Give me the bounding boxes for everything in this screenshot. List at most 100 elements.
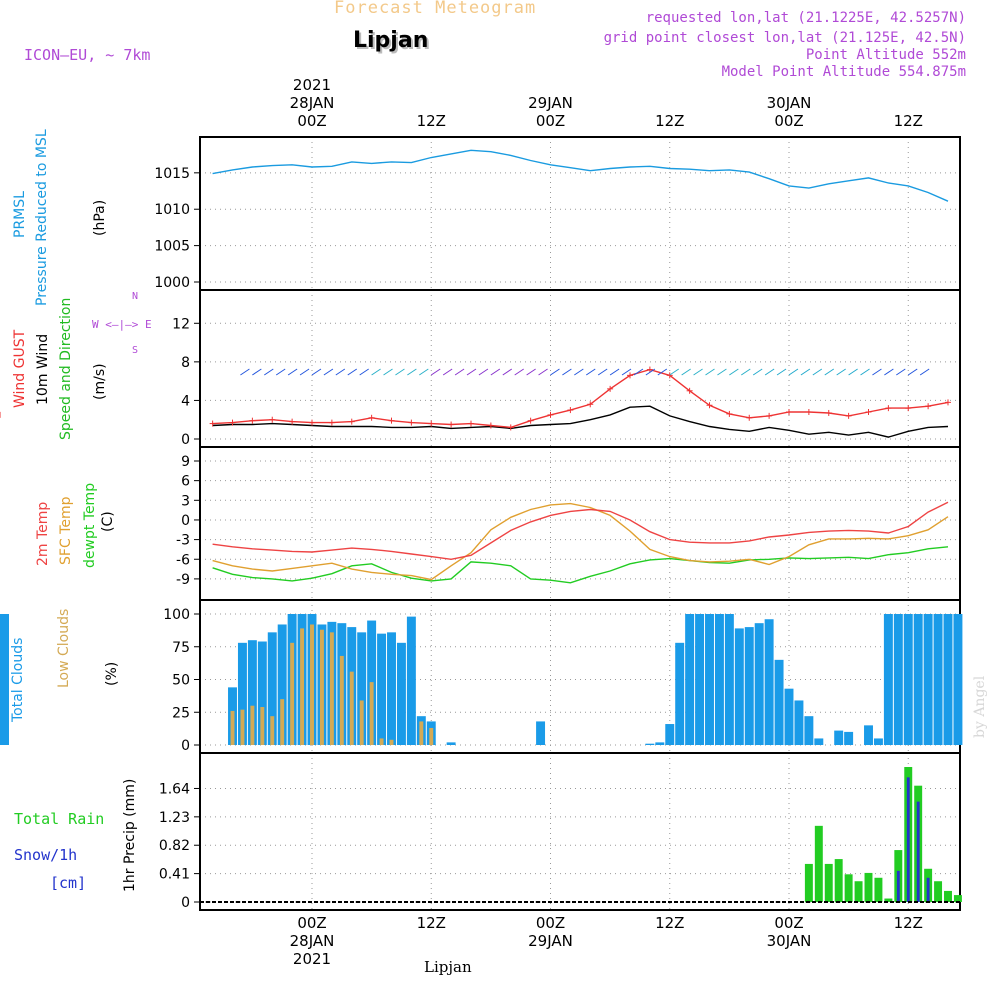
wind-direction-arrow — [538, 368, 548, 376]
total-cloud-bar — [685, 614, 695, 745]
wind-direction-arrow — [263, 368, 274, 376]
low-cloud-bar — [270, 716, 275, 745]
rain-bar — [834, 859, 843, 902]
y-tick-label: 6 — [181, 474, 190, 490]
rain-bar — [824, 863, 833, 902]
total-cloud-bar — [774, 659, 784, 745]
total-cloud-bar — [237, 642, 247, 745]
total-cloud-bar — [844, 731, 854, 745]
wind-direction-arrow — [430, 368, 441, 376]
hour-label: 00Z — [774, 112, 804, 130]
hour-label: 00Z — [535, 914, 566, 932]
wind-direction-arrow — [275, 368, 286, 376]
low-cloud-bar — [379, 738, 384, 745]
y-tick-label: 1005 — [154, 239, 190, 255]
snow-legend: Snow/1h — [14, 846, 78, 864]
total-cloud-bar — [933, 614, 943, 745]
wind-direction-arrow — [788, 368, 799, 376]
wind-direction-arrow — [764, 368, 775, 376]
wind-direction-arrow — [836, 368, 846, 376]
rain-bar — [854, 881, 863, 902]
rain-bar — [944, 890, 952, 902]
day-label: 28JAN — [289, 932, 335, 950]
wind-direction-arrow — [633, 368, 644, 376]
hour-label: 12Z — [893, 112, 923, 130]
total-cloud-bar — [645, 743, 655, 745]
wind-direction-arrow — [872, 368, 882, 376]
day-label: 30JAN — [766, 94, 812, 112]
wind-direction-arrow — [705, 368, 715, 376]
wind-direction-arrow — [419, 368, 429, 376]
snow-bar — [916, 801, 920, 902]
snow-bar — [926, 877, 930, 902]
dewpoint-line — [212, 546, 949, 584]
hour-label: 00Z — [297, 112, 327, 130]
total-cloud-bar — [913, 614, 923, 745]
y-tick-label: 3 — [181, 493, 190, 509]
rain-bar — [874, 877, 883, 902]
low-cloud-bar — [280, 699, 285, 745]
wind-direction-arrow — [848, 368, 858, 376]
total-cloud-bar — [784, 688, 794, 745]
day-label: 30JAN — [766, 932, 812, 950]
wind-direction-arrow — [800, 368, 811, 376]
y-tick-label: 50 — [172, 673, 190, 689]
y-tick-label: 0.82 — [159, 838, 190, 854]
total-cloud-bar — [814, 738, 824, 745]
wind-direction-arrow — [824, 368, 835, 376]
low-cloud-bar — [240, 709, 245, 745]
y-tick-label: -6 — [176, 552, 190, 568]
wind-direction-arrow — [502, 368, 513, 376]
rain-bar — [844, 874, 853, 902]
low-cloud-bar — [339, 655, 344, 745]
total-cloud-bar — [406, 616, 416, 745]
wind-direction-arrow — [729, 368, 739, 376]
y-tick-label: -9 — [176, 572, 190, 588]
chart-title: Forecast Meteogram — [334, 0, 537, 18]
hour-label: 12Z — [655, 112, 685, 130]
temp-2m-line — [212, 501, 949, 561]
total-cloud-bar — [665, 724, 675, 745]
wind-direction-arrow — [287, 368, 298, 376]
sfc-temp-line — [212, 502, 949, 581]
wind-direction-arrow — [442, 368, 453, 376]
wind-direction-arrow — [335, 368, 346, 376]
wind-speed-line — [212, 405, 949, 438]
model-altitude: Model Point Altitude 554.875m — [721, 64, 966, 80]
y-tick-label: 1.23 — [159, 810, 190, 826]
wind-direction-arrow — [609, 368, 620, 376]
total-cloud-bar — [446, 742, 456, 745]
wind-direction-arrow — [359, 368, 369, 376]
low-cloud-bar — [369, 682, 374, 745]
wind-direction-arrow — [490, 368, 501, 376]
rain-bar — [953, 895, 962, 902]
compass-w: W <—|—> E — [92, 318, 152, 331]
low-cloud-bar — [359, 700, 364, 745]
wind-direction-arrow — [776, 368, 787, 376]
footer-station: Lipjan — [424, 958, 472, 976]
y-tick-label: 1010 — [154, 202, 190, 218]
rain-legend: Total Rain — [14, 810, 105, 828]
day-label: 28JAN — [289, 94, 335, 112]
wind-direction-arrow — [884, 368, 894, 376]
y-tick-label: 1.64 — [159, 781, 190, 797]
total-cloud-bar — [247, 640, 257, 745]
total-cloud-bar — [744, 627, 754, 745]
low-cloud-bar — [319, 629, 324, 745]
wind-direction-arrow — [395, 368, 405, 376]
wind-direction-arrow — [550, 368, 560, 376]
y-tick-label: 100 — [163, 607, 190, 623]
y-tick-label: 1000 — [154, 275, 190, 291]
wind-direction-arrow — [562, 368, 572, 376]
wind-direction-arrow — [526, 368, 536, 376]
total-cloud-bar — [357, 632, 367, 745]
total-cloud-bar — [277, 624, 287, 745]
low-cloud-bar — [429, 727, 434, 745]
wind-direction-arrow — [645, 368, 656, 376]
panel-frame — [199, 136, 961, 291]
hour-label: 12Z — [416, 914, 446, 932]
panel-frame — [199, 289, 961, 448]
wind-direction-arrow — [454, 368, 465, 376]
wind-direction-arrow — [740, 368, 751, 376]
